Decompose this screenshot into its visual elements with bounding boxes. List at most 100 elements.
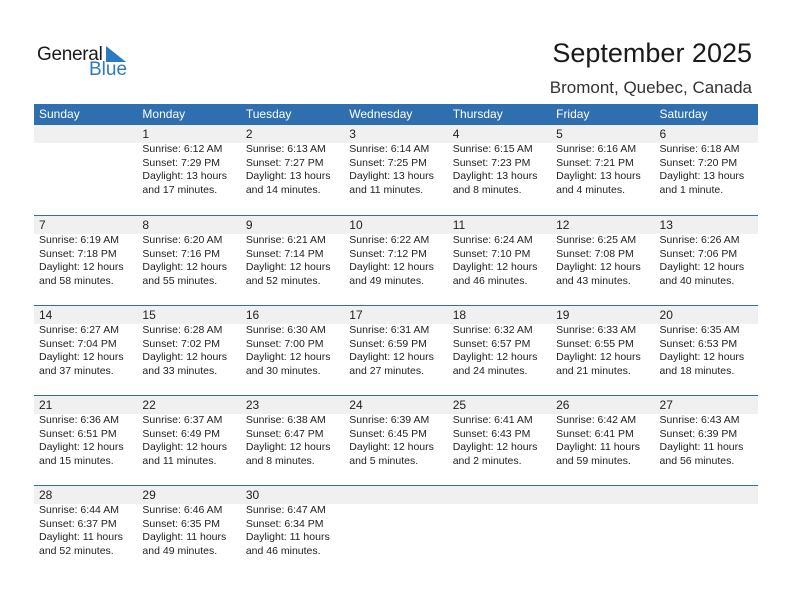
day-cell: 15 Sunrise: 6:28 AM Sunset: 7:02 PM Dayligh… xyxy=(137,306,240,395)
daylight-text: Daylight: 12 hours xyxy=(452,261,538,273)
sunset-text: Sunset: 7:02 PM xyxy=(142,337,221,350)
daylight-text: Daylight: 12 hours xyxy=(142,351,228,363)
sunset-text: Sunset: 7:21 PM xyxy=(556,156,634,169)
day-number: 1 xyxy=(142,127,150,141)
day-number: 22 xyxy=(142,398,156,412)
sunset-text: Sunset: 6:43 PM xyxy=(452,427,531,440)
daylight-text: and 59 minutes. xyxy=(556,454,631,467)
sunset-text: Sunset: 7:16 PM xyxy=(142,247,221,260)
day-cell: 24 Sunrise: 6:39 AM Sunset: 6:45 PM Dayligh… xyxy=(344,396,447,485)
day-number: 19 xyxy=(556,308,570,322)
day-cell: 1 Sunrise: 6:12 AM Sunset: 7:29 PM Daylight… xyxy=(137,125,240,215)
empty-cell xyxy=(344,486,447,575)
day-cell: 3 Sunrise: 6:14 AM Sunset: 7:25 PM Daylight… xyxy=(344,125,447,215)
daylight-text: and 8 minutes. xyxy=(452,183,522,196)
daylight-text: Daylight: 12 hours xyxy=(39,441,124,453)
day-number: 27 xyxy=(659,398,673,412)
daylight-text: Daylight: 12 hours xyxy=(556,351,641,363)
day-cell: 8 Sunrise: 6:20 AM Sunset: 7:16 PM Daylight… xyxy=(137,216,240,305)
sunrise-text: Sunrise: 6:30 AM xyxy=(245,324,326,336)
daylight-text: and 4 minutes. xyxy=(556,183,625,196)
sunrise-text: Sunrise: 6:14 AM xyxy=(349,143,430,155)
week-row: 21 Sunrise: 6:36 AM Sunset: 6:51 PM Dayligh… xyxy=(34,395,758,485)
day-number: 18 xyxy=(452,308,467,322)
week-row: 7 Sunrise: 6:19 AM Sunset: 7:18 PM Daylight… xyxy=(34,215,758,305)
daylight-text: Daylight: 12 hours xyxy=(349,441,434,453)
daylight-text: and 2 minutes. xyxy=(452,454,522,467)
daylight-text: and 33 minutes. xyxy=(142,364,218,377)
day-number: 9 xyxy=(245,218,253,232)
sunrise-text: Sunrise: 6:39 AM xyxy=(349,414,430,426)
sunset-text: Sunset: 6:41 PM xyxy=(556,427,634,440)
empty-cell xyxy=(655,486,758,575)
logo-text-general: General xyxy=(37,44,103,65)
daylight-text: and 1 minute. xyxy=(659,183,724,196)
daylight-text: Daylight: 12 hours xyxy=(452,351,538,363)
daylight-text: Daylight: 12 hours xyxy=(245,261,331,273)
daylight-text: and 24 minutes. xyxy=(452,364,528,377)
day-number: 21 xyxy=(39,398,53,412)
sunset-text: Sunset: 7:04 PM xyxy=(39,337,117,350)
sunset-text: Sunset: 7:08 PM xyxy=(556,247,634,260)
daylight-text: and 5 minutes. xyxy=(349,454,419,467)
sunrise-text: Sunrise: 6:38 AM xyxy=(245,414,326,426)
weekday-friday: Friday xyxy=(556,107,590,121)
sunset-text: Sunset: 7:23 PM xyxy=(452,156,531,169)
day-cell: 7 Sunrise: 6:19 AM Sunset: 7:18 PM Daylight… xyxy=(34,216,137,305)
day-number: 29 xyxy=(142,488,156,502)
day-cell: 10 Sunrise: 6:22 AM Sunset: 7:12 PM Dayligh… xyxy=(344,216,447,305)
sunset-text: Sunset: 6:37 PM xyxy=(39,517,117,530)
sunrise-text: Sunrise: 6:46 AM xyxy=(142,504,223,516)
daylight-text: Daylight: 11 hours xyxy=(659,441,744,453)
sunset-text: Sunset: 6:55 PM xyxy=(556,337,634,350)
day-cell: 17 Sunrise: 6:31 AM Sunset: 6:59 PM Dayligh… xyxy=(344,306,447,395)
sunrise-text: Sunrise: 6:24 AM xyxy=(452,234,533,246)
weekday-monday: Monday xyxy=(142,107,186,121)
day-number-strip xyxy=(34,396,758,414)
sunset-text: Sunset: 6:51 PM xyxy=(39,427,117,440)
daylight-text: and 46 minutes. xyxy=(245,544,321,557)
week-row: 14 Sunrise: 6:27 AM Sunset: 7:04 PM Dayligh… xyxy=(34,305,758,395)
day-cell: 20 Sunrise: 6:35 AM Sunset: 6:53 PM Dayligh… xyxy=(655,306,758,395)
daylight-text: Daylight: 13 hours xyxy=(556,170,641,182)
day-number: 28 xyxy=(39,488,53,502)
day-cell: 13 Sunrise: 6:26 AM Sunset: 7:06 PM Dayligh… xyxy=(655,216,758,305)
weekday-thursday: Thursday xyxy=(452,107,503,121)
sunset-text: Sunset: 7:12 PM xyxy=(349,247,427,260)
day-number: 24 xyxy=(349,398,363,412)
daylight-text: Daylight: 13 hours xyxy=(659,170,745,182)
daylight-text: Daylight: 12 hours xyxy=(245,351,331,363)
day-cell: 26 Sunrise: 6:42 AM Sunset: 6:41 PM Dayligh… xyxy=(551,396,654,485)
day-cell: 14 Sunrise: 6:27 AM Sunset: 7:04 PM Dayligh… xyxy=(34,306,137,395)
day-number: 26 xyxy=(556,398,570,412)
sunset-text: Sunset: 7:18 PM xyxy=(39,247,117,260)
logo: General Blue xyxy=(37,44,137,84)
day-number: 14 xyxy=(39,308,53,322)
day-cell: 29 Sunrise: 6:46 AM Sunset: 6:35 PM Dayligh… xyxy=(137,486,240,575)
day-cell: 28 Sunrise: 6:44 AM Sunset: 6:37 PM Dayligh… xyxy=(34,486,137,575)
daylight-text: and 8 minutes. xyxy=(245,454,315,467)
daylight-text: Daylight: 13 hours xyxy=(142,170,228,182)
sunrise-text: Sunrise: 6:32 AM xyxy=(452,324,533,336)
day-number: 15 xyxy=(142,308,156,322)
daylight-text: Daylight: 12 hours xyxy=(39,351,124,363)
daylight-text: and 40 minutes. xyxy=(659,274,735,287)
day-cell: 18 Sunrise: 6:32 AM Sunset: 6:57 PM Dayligh… xyxy=(448,306,551,395)
sunset-text: Sunset: 7:10 PM xyxy=(452,247,531,260)
sunrise-text: Sunrise: 6:42 AM xyxy=(556,414,637,426)
day-number: 13 xyxy=(659,218,673,232)
sunset-text: Sunset: 7:20 PM xyxy=(659,156,738,169)
daylight-text: and 43 minutes. xyxy=(556,274,631,287)
daylight-text: and 27 minutes. xyxy=(349,364,424,377)
sunrise-text: Sunrise: 6:47 AM xyxy=(245,504,326,516)
day-number-strip xyxy=(34,216,758,234)
sunset-text: Sunset: 6:57 PM xyxy=(452,337,531,350)
daylight-text: Daylight: 11 hours xyxy=(245,531,330,543)
weekday-tuesday: Tuesday xyxy=(245,107,292,121)
sunrise-text: Sunrise: 6:28 AM xyxy=(142,324,223,336)
sunset-text: Sunset: 7:25 PM xyxy=(349,156,427,169)
day-cell: 16 Sunrise: 6:30 AM Sunset: 7:00 PM Dayligh… xyxy=(241,306,344,395)
daylight-text: and 58 minutes. xyxy=(39,274,114,287)
day-number: 25 xyxy=(452,398,467,412)
day-cell: 4 Sunrise: 6:15 AM Sunset: 7:23 PM Daylight… xyxy=(448,125,551,215)
